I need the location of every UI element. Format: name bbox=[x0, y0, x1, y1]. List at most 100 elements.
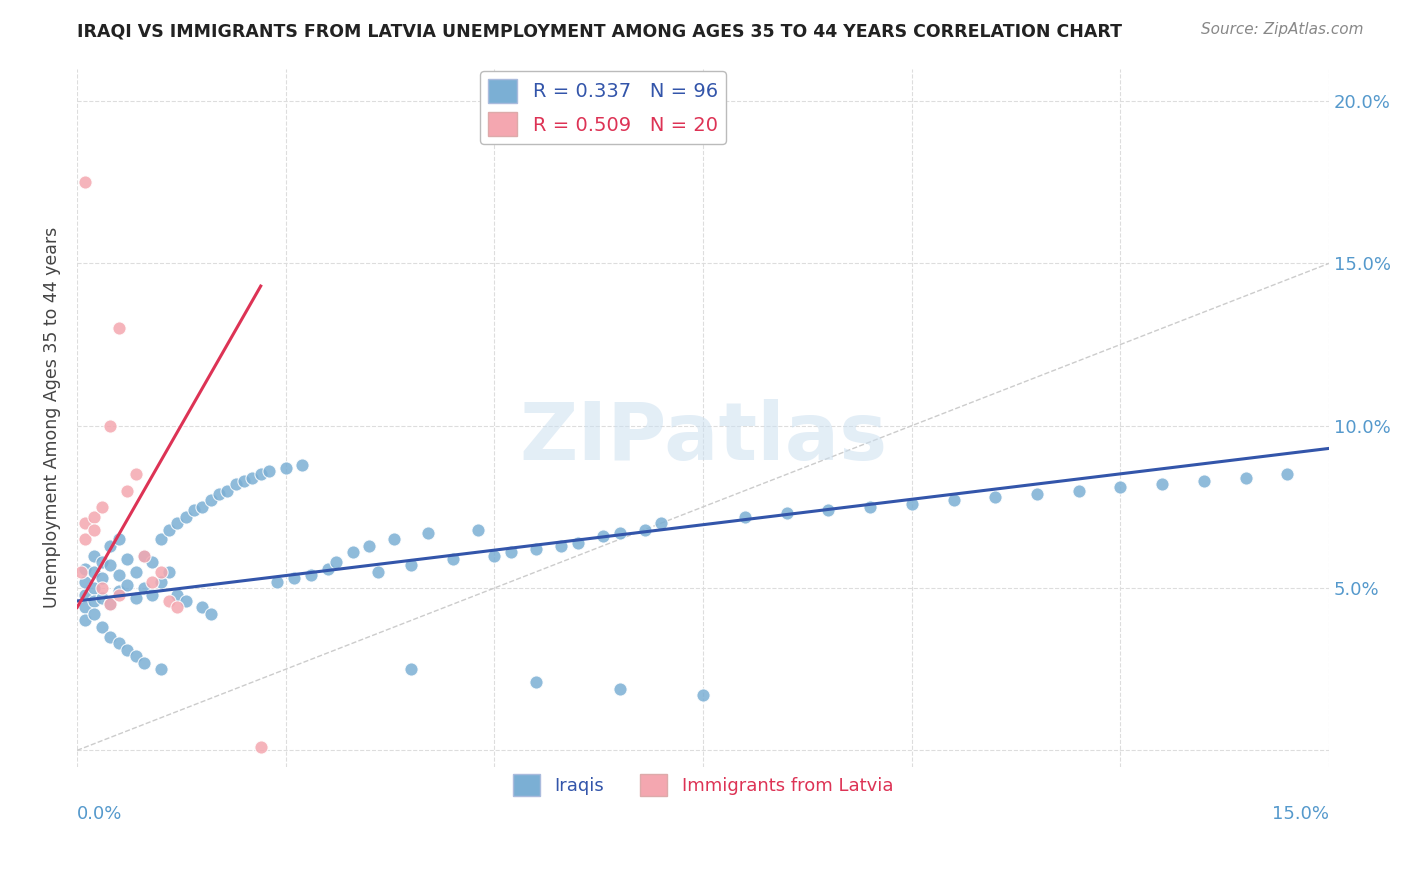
Point bbox=[75, 516, 97, 530]
Point bbox=[817, 503, 839, 517]
Point bbox=[609, 681, 631, 696]
Point bbox=[399, 558, 422, 573]
Point bbox=[108, 533, 131, 547]
Point bbox=[108, 587, 131, 601]
Point bbox=[650, 516, 672, 530]
Point bbox=[91, 500, 114, 514]
Point bbox=[734, 509, 756, 524]
Point bbox=[1234, 470, 1257, 484]
Point bbox=[75, 533, 97, 547]
Point bbox=[174, 594, 197, 608]
Point bbox=[108, 568, 131, 582]
Point bbox=[367, 565, 389, 579]
Point bbox=[325, 555, 347, 569]
Point bbox=[316, 561, 339, 575]
Point bbox=[75, 561, 97, 575]
Point bbox=[592, 529, 614, 543]
Point bbox=[75, 175, 97, 189]
Point bbox=[141, 574, 163, 589]
Point bbox=[342, 545, 364, 559]
Text: IRAQI VS IMMIGRANTS FROM LATVIA UNEMPLOYMENT AMONG AGES 35 TO 44 YEARS CORRELATI: IRAQI VS IMMIGRANTS FROM LATVIA UNEMPLOY… bbox=[77, 22, 1122, 40]
Point bbox=[157, 565, 180, 579]
Point bbox=[108, 636, 131, 650]
Point bbox=[609, 525, 631, 540]
Point bbox=[257, 464, 280, 478]
Point bbox=[75, 614, 97, 628]
Point bbox=[242, 470, 264, 484]
Point bbox=[1192, 474, 1215, 488]
Point bbox=[75, 587, 97, 601]
Point bbox=[83, 594, 105, 608]
Point bbox=[149, 533, 172, 547]
Point bbox=[124, 467, 146, 482]
Point bbox=[166, 587, 188, 601]
Point bbox=[225, 477, 247, 491]
Y-axis label: Unemployment Among Ages 35 to 44 years: Unemployment Among Ages 35 to 44 years bbox=[44, 227, 60, 608]
Point bbox=[274, 461, 297, 475]
Point bbox=[484, 549, 506, 563]
Point bbox=[115, 578, 138, 592]
Point bbox=[124, 565, 146, 579]
Point bbox=[157, 594, 180, 608]
Text: Source: ZipAtlas.com: Source: ZipAtlas.com bbox=[1201, 22, 1364, 37]
Point bbox=[416, 525, 439, 540]
Point bbox=[141, 587, 163, 601]
Point bbox=[399, 662, 422, 676]
Point bbox=[132, 549, 155, 563]
Point bbox=[83, 509, 105, 524]
Point bbox=[91, 620, 114, 634]
Text: 15.0%: 15.0% bbox=[1272, 805, 1329, 823]
Point bbox=[108, 321, 131, 335]
Point bbox=[524, 542, 547, 557]
Point bbox=[1277, 467, 1299, 482]
Point bbox=[83, 581, 105, 595]
Point bbox=[249, 740, 271, 755]
Point bbox=[83, 549, 105, 563]
Point bbox=[75, 600, 97, 615]
Point bbox=[299, 568, 322, 582]
Point bbox=[91, 591, 114, 605]
Point bbox=[91, 581, 114, 595]
Point bbox=[124, 591, 146, 605]
Point bbox=[132, 581, 155, 595]
Point bbox=[100, 630, 122, 644]
Point bbox=[266, 574, 288, 589]
Point bbox=[100, 597, 122, 611]
Point bbox=[550, 539, 572, 553]
Point bbox=[70, 565, 93, 579]
Point bbox=[166, 600, 188, 615]
Point bbox=[83, 523, 105, 537]
Text: ZIPatlas: ZIPatlas bbox=[519, 400, 887, 477]
Point bbox=[115, 551, 138, 566]
Point bbox=[208, 487, 231, 501]
Point bbox=[283, 571, 305, 585]
Point bbox=[1026, 487, 1049, 501]
Point bbox=[524, 675, 547, 690]
Point bbox=[166, 516, 188, 530]
Point bbox=[115, 642, 138, 657]
Point bbox=[217, 483, 239, 498]
Point bbox=[191, 500, 214, 514]
Point bbox=[942, 493, 965, 508]
Point bbox=[132, 656, 155, 670]
Point bbox=[100, 418, 122, 433]
Point bbox=[775, 506, 797, 520]
Point bbox=[124, 649, 146, 664]
Point bbox=[1067, 483, 1090, 498]
Point bbox=[249, 467, 271, 482]
Point bbox=[83, 607, 105, 621]
Point bbox=[191, 600, 214, 615]
Point bbox=[567, 535, 589, 549]
Point bbox=[141, 555, 163, 569]
Legend: Iraqis, Immigrants from Latvia: Iraqis, Immigrants from Latvia bbox=[506, 766, 901, 803]
Point bbox=[174, 509, 197, 524]
Point bbox=[149, 565, 172, 579]
Point bbox=[100, 597, 122, 611]
Point bbox=[108, 584, 131, 599]
Point bbox=[291, 458, 314, 472]
Point bbox=[1109, 480, 1132, 494]
Point bbox=[149, 574, 172, 589]
Point bbox=[200, 607, 222, 621]
Point bbox=[359, 539, 381, 553]
Point bbox=[382, 533, 405, 547]
